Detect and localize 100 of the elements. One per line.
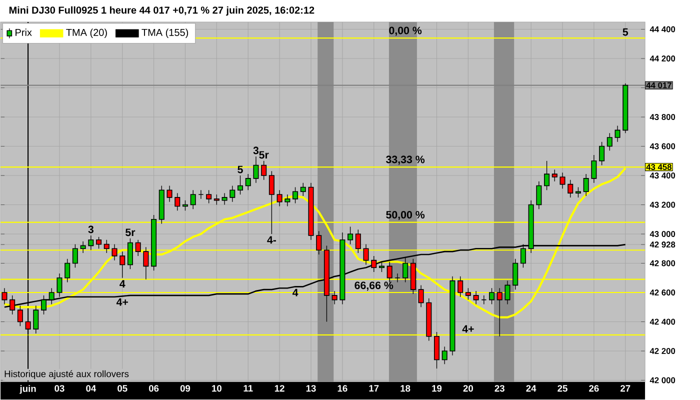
chart-title: Mini DJ30 Full0925 1 heure 44 017 +0,71 % 27 juin 2025, 16:02:12	[9, 6, 314, 16]
candlestick	[504, 280, 510, 305]
candlestick	[568, 180, 574, 198]
x-tick-label: 26	[589, 385, 599, 392]
candlestick	[88, 235, 94, 251]
candlestick	[418, 285, 424, 308]
x-tick-label: 16	[338, 385, 348, 392]
candlestick	[591, 154, 597, 184]
candlestick	[120, 251, 126, 278]
candlestick	[378, 262, 384, 273]
candlestick	[72, 244, 78, 268]
candlestick	[402, 257, 408, 283]
candlestick	[583, 174, 589, 196]
annotation: 50,00 %	[386, 211, 425, 220]
candlestick	[442, 346, 448, 365]
ref-line-label: 44 017	[646, 82, 672, 88]
annotation: 3	[253, 146, 259, 154]
x-tick-label: 09	[180, 385, 190, 392]
candlestick	[33, 305, 39, 334]
x-tick-label: 12	[274, 385, 284, 392]
y-tick-label: 43 400	[650, 172, 676, 179]
candlestick	[135, 240, 141, 256]
candlestick	[80, 241, 86, 254]
y-tick-label: 43 600	[650, 143, 676, 150]
candlestick	[206, 190, 212, 204]
candlestick	[300, 182, 306, 196]
x-tick-label: 11	[244, 385, 253, 392]
annotation: 5	[238, 166, 243, 174]
candlestick	[222, 192, 228, 206]
candlestick	[143, 246, 149, 280]
candlestick	[536, 181, 542, 210]
x-tick-label: 20	[463, 385, 473, 392]
candlestick	[214, 194, 220, 206]
candlestick	[261, 160, 267, 180]
candlestick	[473, 290, 479, 305]
x-tick-label: 04	[86, 385, 96, 392]
x-tick-label: 03	[54, 385, 64, 392]
candlestick	[332, 290, 338, 305]
annotation: 5r	[259, 151, 269, 159]
candlestick	[268, 170, 274, 234]
y-tick-label: 42 400	[650, 318, 676, 325]
annotation: 4+	[116, 298, 128, 306]
annotation: 3	[88, 226, 94, 234]
y-tick-label: 43 200	[650, 202, 676, 208]
annotation: 0,00 %	[389, 26, 422, 36]
legend-label: Prix	[16, 28, 32, 36]
candlestick	[496, 288, 502, 337]
candlestick	[190, 190, 196, 210]
candlestick	[394, 273, 400, 283]
candlestick	[371, 256, 377, 273]
candlestick	[614, 126, 620, 142]
x-tick-label: 27	[620, 385, 630, 392]
candlestick	[238, 175, 244, 196]
candlestick	[348, 226, 354, 245]
ref-line-label: 43 458	[646, 164, 672, 170]
x-tick-label: juin	[20, 385, 36, 394]
annotation: 33,33 %	[386, 156, 425, 165]
x-tick-label: 23	[494, 385, 504, 392]
x-tick-label: 05	[118, 385, 128, 392]
x-tick-label: 18	[400, 385, 410, 392]
candlestick	[512, 258, 518, 290]
y-tick-label: 42 600	[650, 290, 676, 296]
x-tick-label: 17	[369, 385, 379, 392]
annotation: 4+	[462, 325, 474, 333]
candlestick	[465, 288, 471, 300]
candlestick	[284, 194, 290, 207]
candlestick	[166, 186, 172, 202]
y-tick-label: 43 800	[650, 114, 676, 120]
candlestick	[489, 288, 495, 305]
candlestick	[253, 156, 259, 184]
annotation: 4	[120, 280, 126, 288]
candlestick	[48, 288, 54, 305]
candlestick	[245, 174, 251, 191]
candlestick	[544, 160, 550, 191]
y-tick-label: 43 000	[650, 231, 676, 238]
y-tick-label: 42 200	[650, 348, 676, 354]
x-tick-label: 06	[148, 385, 159, 392]
candlestick	[560, 172, 566, 190]
candlestick	[112, 244, 118, 261]
candlestick	[434, 332, 440, 370]
candlestick	[104, 240, 110, 254]
candlestick	[230, 186, 236, 202]
annotation: 4-	[267, 236, 276, 244]
x-tick-label: 25	[558, 385, 568, 392]
candlestick	[64, 258, 70, 283]
candlestick	[458, 276, 464, 298]
candlestick	[552, 169, 558, 182]
candlestick	[606, 132, 612, 152]
candlestick	[575, 187, 581, 198]
annotation: 5	[622, 28, 628, 36]
y-tick-label: 44 400	[650, 26, 676, 32]
candlestick	[363, 244, 369, 266]
legend-label: TMA (155)	[142, 28, 188, 38]
candlestick	[355, 229, 361, 254]
candlestick	[316, 230, 322, 255]
y-tick-label: 42 800	[650, 260, 676, 266]
y-tick-label: 44 200	[650, 56, 676, 62]
x-tick-label: 10	[212, 385, 222, 392]
candlestick	[96, 236, 102, 250]
candlestick	[2, 288, 8, 305]
